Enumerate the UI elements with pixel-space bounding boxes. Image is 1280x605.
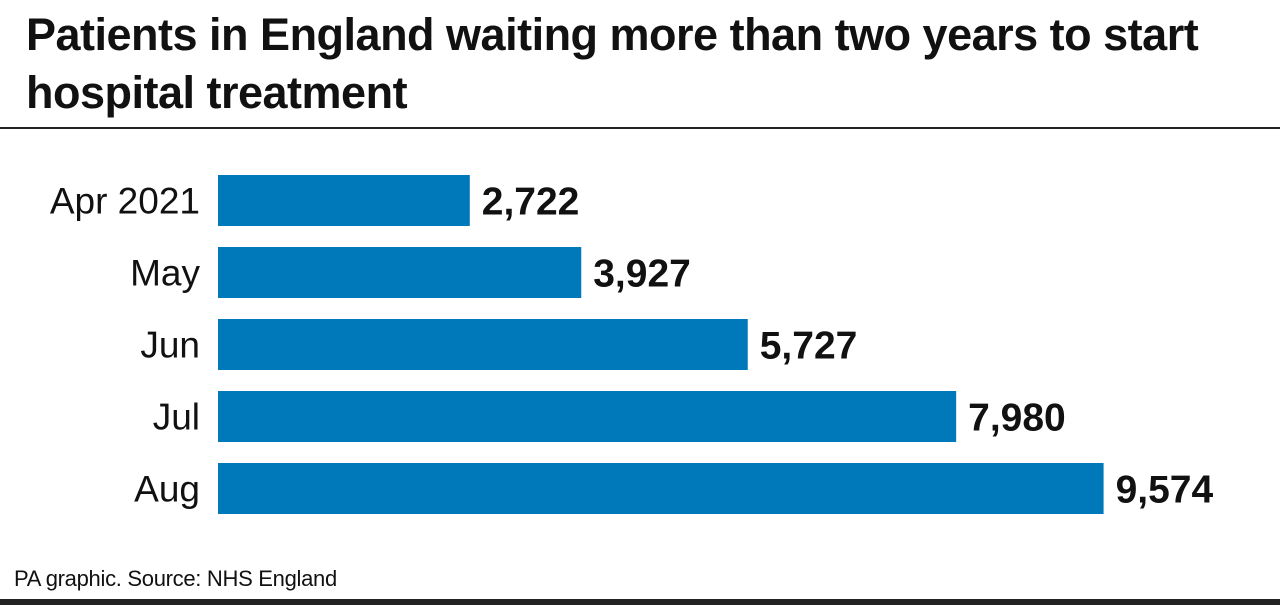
data-label: 9,574	[1116, 469, 1214, 512]
source-note: PA graphic. Source: NHS England	[14, 566, 337, 591]
category-label: Jun	[140, 325, 200, 366]
bar	[218, 391, 957, 442]
bar	[218, 175, 470, 226]
bar-chart: Apr 2021 2,722 May 3,927 Jun 5,727 Jul 7,980 Aug…	[50, 175, 1214, 514]
data-label: 5,727	[760, 325, 858, 368]
category-label: Aug	[134, 469, 200, 510]
bar	[218, 319, 748, 370]
chart-title: Patients in England waiting more than tw…	[26, 9, 1199, 118]
bar	[218, 247, 582, 298]
title-divider	[0, 127, 1280, 129]
data-label: 2,722	[482, 181, 580, 224]
category-label: May	[130, 253, 200, 294]
bottom-divider	[0, 599, 1280, 605]
data-label: 3,927	[593, 253, 691, 296]
category-label: Apr 2021	[50, 181, 200, 222]
bar	[218, 463, 1104, 514]
data-label: 7,980	[968, 397, 1066, 440]
category-label: Jul	[153, 397, 200, 438]
